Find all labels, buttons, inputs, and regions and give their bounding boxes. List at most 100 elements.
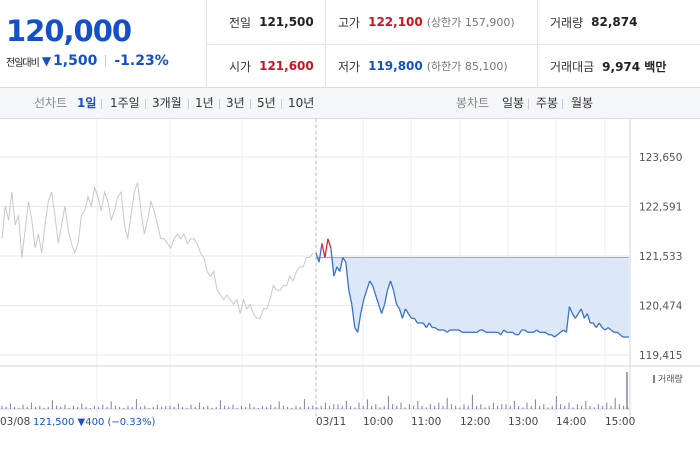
chart-toolbar: 선차트 1일 1주일 3개월 1년 3년 5년 10년 봉차트 일봉 주봉 월봉 [0, 88, 700, 119]
divider [562, 99, 563, 109]
today-line-segment [383, 290, 389, 305]
volume-value: 82,874 [591, 15, 638, 29]
today-line-segment [401, 308, 407, 319]
today-line-segment [616, 331, 621, 336]
today-line-segment [398, 308, 404, 319]
open-value: 121,600 [259, 59, 314, 73]
range-1y-button[interactable]: 1년 [195, 96, 214, 110]
price-block: 120,000 전일대비 ▼ 1,500 -1.23% [0, 0, 207, 88]
y-tick-label: 121,533 [639, 251, 682, 263]
today-line-segment [434, 327, 439, 331]
today-line-segment [577, 308, 582, 314]
weekly-candle-button[interactable]: 주봉 [536, 96, 559, 110]
change-value: 1,500 [53, 53, 98, 69]
today-line-segment [568, 306, 573, 314]
today-line-segment [425, 322, 430, 328]
prev-close-cell: 전일 121,500 [229, 0, 314, 44]
today-line-segment [595, 322, 600, 328]
range-1d-button[interactable]: 1일 [77, 96, 97, 110]
today-line-segment [476, 329, 481, 333]
low-cell: 저가 119,800 (하한가 85,100) [338, 44, 508, 88]
today-line-segment [604, 327, 609, 331]
amount-cell: 거래대금 9,974 백만 [550, 44, 666, 88]
x-tick-label: 03/11 [316, 416, 346, 428]
divider [528, 99, 529, 109]
range-5y-button[interactable]: 5년 [257, 96, 276, 110]
prev-close-value: 121,500 [259, 15, 314, 29]
change-percent: -1.23% [114, 53, 169, 69]
range-1w-button[interactable]: 1주일 [110, 96, 140, 110]
high-value: 122,100 [368, 15, 423, 29]
today-line-segment [580, 308, 585, 319]
high-label: 고가 [338, 15, 361, 30]
x-tick-label: 11:00 [411, 416, 441, 428]
today-line-segment [413, 317, 418, 324]
today-line-segment [324, 238, 329, 258]
x-tick-label: 03/08 [0, 416, 30, 428]
y-tick-label: 122,591 [639, 202, 682, 214]
today-line-segment [557, 331, 561, 336]
range-3y-button[interactable]: 3년 [226, 96, 245, 110]
today-line-segment [315, 252, 320, 263]
today-line-segment [592, 322, 597, 328]
quote-header: 120,000 전일대비 ▼ 1,500 -1.23% 전일 121,500 고… [0, 0, 700, 88]
line-chart-label: 선차트 [34, 96, 68, 110]
range-3m-button[interactable]: 3개월 [152, 96, 182, 110]
today-line-segment [371, 285, 377, 296]
stats-grid: 전일 121,500 고가 122,100 (상한가 157,900) 거래량 … [207, 0, 700, 88]
candle-chart-label: 봉차트 [456, 96, 490, 110]
today-line-segment [512, 331, 517, 336]
today-line-segment [395, 303, 401, 310]
divider [250, 99, 251, 109]
low-label: 저가 [338, 59, 361, 74]
today-line-segment [357, 313, 362, 333]
lower-limit: (하한가 85,100) [426, 60, 508, 73]
y-tick-label: 123,650 [639, 152, 682, 164]
today-line-segment [536, 329, 540, 333]
prev-close-label: 전일 [229, 15, 252, 30]
today-line-segment [348, 290, 353, 305]
today-line-segment [551, 334, 555, 338]
today-line-segment [369, 280, 374, 286]
today-line-segment [389, 280, 395, 291]
today-line-segment [565, 306, 571, 333]
amount-value: 9,974 백만 [602, 59, 667, 74]
divider [145, 99, 146, 109]
divider [105, 55, 107, 67]
today-line-segment [377, 304, 383, 314]
open-label: 시가 [229, 59, 252, 74]
price-chart-svg: 123,650 122,591 121,533 120,474 119,415 거래량 03… [0, 119, 700, 428]
low-value: 119,800 [368, 59, 423, 73]
today-line-segment [583, 313, 588, 319]
high-cell: 고가 122,100 (상한가 157,900) [338, 0, 515, 44]
today-line-segment [533, 329, 537, 333]
today-line-segment [607, 327, 612, 331]
prev-day-info: 121,500 ▼400 (−0.33%) [33, 417, 156, 428]
today-line-segment [428, 322, 433, 328]
today-line-segment [500, 329, 505, 336]
today-line-segment [458, 329, 463, 333]
today-line-segment [545, 331, 549, 336]
y-tick-label: 120,474 [639, 301, 683, 313]
volume-cell: 거래량 82,874 [550, 0, 637, 44]
today-line-segment [601, 327, 606, 331]
x-tick-label: 13:00 [508, 416, 538, 428]
monthly-candle-button[interactable]: 월봉 [571, 96, 594, 110]
daily-candle-button[interactable]: 일봉 [502, 96, 525, 110]
today-line-segment [598, 322, 603, 328]
upper-limit: (상한가 157,900) [426, 16, 515, 29]
price-chart[interactable]: 123,650 122,591 121,533 120,474 119,415 거래량 03… [0, 119, 700, 450]
today-line-segment [360, 299, 365, 314]
today-line-segment [345, 262, 350, 291]
open-cell: 시가 121,600 [229, 44, 314, 88]
down-triangle-icon: ▼ [41, 54, 52, 68]
today-line-segment [363, 290, 368, 300]
divider [207, 44, 700, 45]
x-tick-label: 12:00 [460, 416, 490, 428]
today-line-segment [330, 248, 335, 277]
today-line-segment [571, 313, 576, 319]
range-10y-button[interactable]: 10년 [288, 96, 315, 110]
current-price: 120,000 [6, 14, 132, 48]
today-line-segment [503, 329, 508, 333]
x-tick-label: 10:00 [363, 416, 393, 428]
